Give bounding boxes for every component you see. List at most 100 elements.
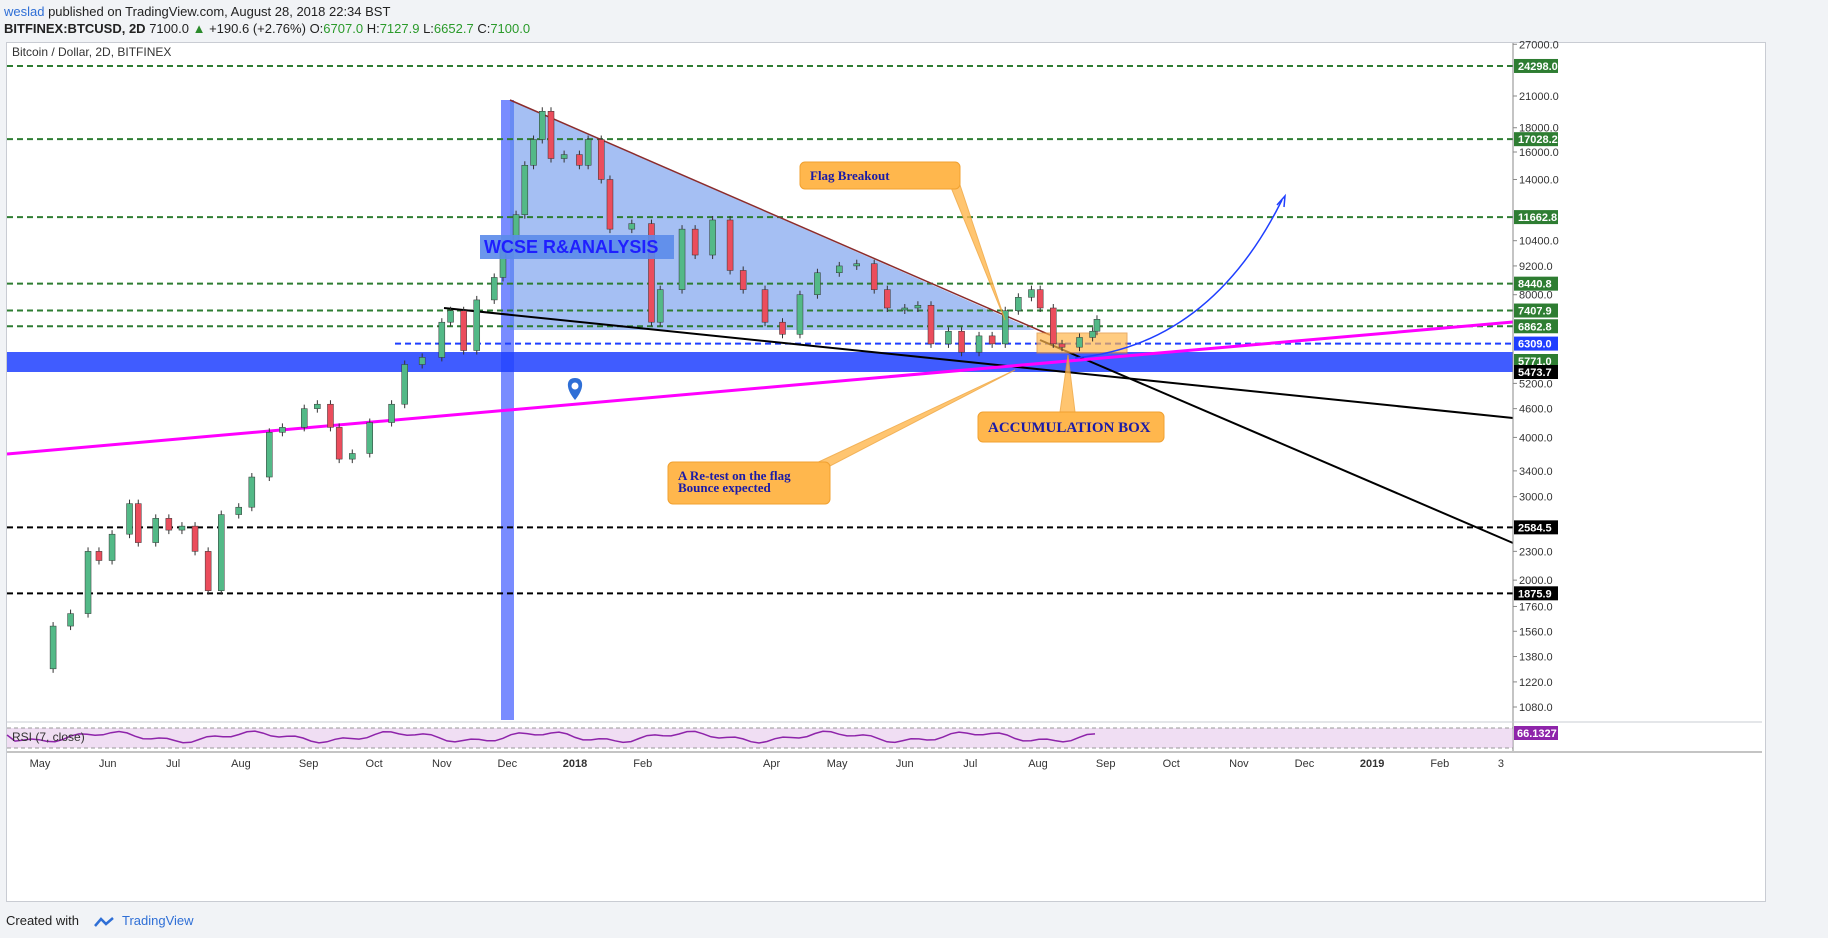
time-tick-label: Jul xyxy=(166,758,180,770)
price-tick-label: 1760.0 xyxy=(1519,601,1553,613)
accumulation-callout-text: ACCUMULATION BOX xyxy=(988,420,1151,436)
candle xyxy=(901,307,909,311)
price-label-text: 8440.8 xyxy=(1518,279,1552,291)
candle xyxy=(678,228,686,290)
projection-arrow-icon xyxy=(1276,193,1286,208)
candle xyxy=(490,277,498,301)
candle xyxy=(927,305,935,345)
candle xyxy=(126,503,133,535)
open-value: 6707.0 xyxy=(323,21,364,36)
tradingview-logo-icon xyxy=(93,916,114,927)
rising-support-trendline xyxy=(7,320,1514,456)
candle xyxy=(779,321,786,335)
time-tick-label: May xyxy=(827,758,848,770)
price-tick-label: 5200.0 xyxy=(1519,378,1553,390)
price-label-box xyxy=(1514,520,1558,535)
time-tick-label: Aug xyxy=(1028,758,1048,770)
candle xyxy=(945,330,952,345)
candle xyxy=(547,111,555,159)
support-band xyxy=(7,352,1513,372)
price-tick-label: 14000.0 xyxy=(1519,174,1559,186)
price-tick-label: 1380.0 xyxy=(1519,652,1553,664)
tradingview-brand-link[interactable]: TradingView xyxy=(122,913,194,928)
candle xyxy=(597,139,605,180)
candle xyxy=(84,551,92,614)
candle xyxy=(606,179,614,230)
retest-callout-text: A Re-test on the flag xyxy=(678,468,791,483)
candle xyxy=(584,139,592,166)
created-with-text: Created with xyxy=(6,913,79,928)
candle xyxy=(418,357,426,365)
steep-downtrend-line xyxy=(1039,339,1514,544)
price-tick-label: 10400.0 xyxy=(1519,236,1559,248)
watermark-box xyxy=(480,235,674,259)
time-tick-label: Jun xyxy=(896,758,914,770)
price-tick-label: 16000.0 xyxy=(1519,147,1559,159)
price-label-text: 17028.2 xyxy=(1518,134,1558,146)
price-label-text: 24298.0 xyxy=(1518,61,1558,73)
low-label: L: xyxy=(423,21,434,36)
price-label-box xyxy=(1514,365,1558,379)
candle xyxy=(560,154,568,159)
candle xyxy=(314,403,321,409)
price-label-box xyxy=(1514,336,1558,351)
price-tick-label: 8000.0 xyxy=(1519,290,1553,302)
candle xyxy=(709,219,716,256)
candle xyxy=(152,518,159,543)
price-label-text: 2584.5 xyxy=(1518,522,1552,534)
candle xyxy=(576,154,583,166)
candle xyxy=(836,265,843,274)
rsi-label: RSI (7, close) xyxy=(12,730,85,744)
candle xyxy=(300,408,308,428)
candle xyxy=(1089,330,1096,338)
price-label-box xyxy=(1514,586,1558,601)
ohlc-line: BITFINEX:BTCUSD, 2D 7100.0 ▲ +190.6 (+2.… xyxy=(4,21,530,36)
price-tick-label: 3000.0 xyxy=(1519,492,1553,504)
candle xyxy=(884,289,891,309)
price-label-box xyxy=(1514,319,1558,334)
publish-header: weslad published on TradingView.com, Aug… xyxy=(0,0,1828,40)
candle xyxy=(521,165,529,215)
price-tick-label: 1560.0 xyxy=(1519,626,1553,638)
time-tick-label: 3 xyxy=(1498,758,1504,770)
candle xyxy=(1036,289,1044,309)
candle xyxy=(447,310,454,323)
time-tick-label: Oct xyxy=(1163,758,1180,770)
time-tick-label: Sep xyxy=(1096,758,1116,770)
price-tick-label: 1220.0 xyxy=(1519,677,1553,689)
candle xyxy=(366,422,374,454)
chart-canvas[interactable]: WCSE R&ANALYSIS Flag Breakout ACCUMULATION… xyxy=(0,0,1828,904)
close-label: C: xyxy=(477,21,491,36)
author-link[interactable]: weslad xyxy=(4,4,45,19)
time-tick-label: Aug xyxy=(231,758,251,770)
price-tick-label: 9200.0 xyxy=(1519,261,1553,273)
candle xyxy=(335,427,343,460)
candle xyxy=(761,289,769,323)
candle xyxy=(1050,307,1057,345)
price-label-text: 7407.9 xyxy=(1518,306,1552,318)
price-label-text: 1875.9 xyxy=(1518,588,1552,600)
price-label-box xyxy=(1514,210,1558,225)
candle xyxy=(204,551,212,591)
flag-breakout-callout-box xyxy=(799,161,961,190)
candle xyxy=(1058,343,1066,348)
price-label-box xyxy=(1514,354,1558,368)
candle xyxy=(656,289,664,323)
price-tick-label: 3400.0 xyxy=(1519,466,1553,478)
price-tick-label: 18000.0 xyxy=(1519,123,1559,135)
footer: Created with TradingView xyxy=(0,904,1828,938)
high-value: 7127.9 xyxy=(379,21,420,36)
candle xyxy=(796,294,804,335)
candle xyxy=(349,453,356,460)
rsi-band xyxy=(7,728,1513,748)
candle xyxy=(178,525,186,531)
price-tick-label: 21000.0 xyxy=(1519,91,1559,103)
time-tick-label: 2018 xyxy=(563,758,587,770)
price-label-box xyxy=(1514,276,1558,291)
projection-arc xyxy=(1074,199,1283,359)
price-tick-label: 27000.0 xyxy=(1519,39,1559,51)
published-text: published on TradingView.com, August 28,… xyxy=(44,4,391,19)
time-tick-label: Dec xyxy=(498,758,518,770)
candle xyxy=(988,335,996,345)
price-label-box xyxy=(1514,58,1558,73)
